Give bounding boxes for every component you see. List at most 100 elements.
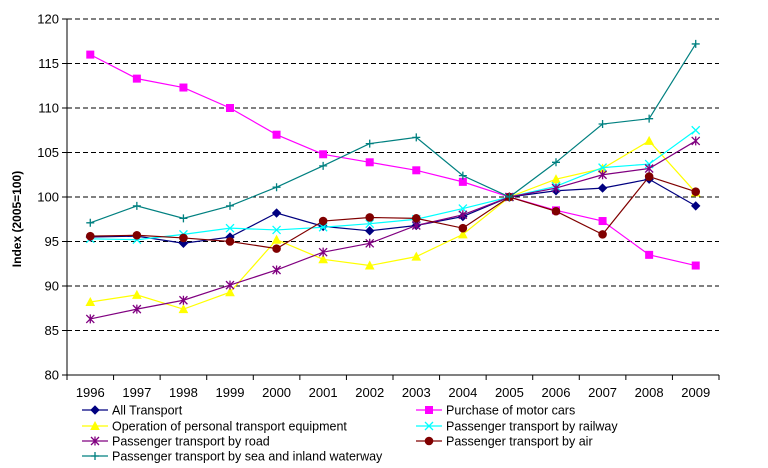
x-tick-label: 2000 [262, 385, 291, 400]
data-point [226, 201, 234, 210]
legend-label: Passenger transport by road [112, 435, 270, 449]
legend-label: Operation of personal transport equipmen… [112, 420, 347, 434]
data-point [178, 304, 189, 314]
y-tick-label: 120 [37, 12, 59, 27]
data-point [318, 254, 328, 264]
legend-marker [90, 405, 100, 415]
y-tick-label: 100 [37, 190, 59, 205]
legend-item: Operation of personal transport equipmen… [82, 420, 347, 434]
x-tick-label: 1998 [169, 385, 198, 400]
x-tick-label: 2005 [495, 385, 524, 400]
legend-marker [425, 406, 433, 414]
data-point [644, 172, 654, 181]
series-6 [86, 39, 700, 227]
data-point [551, 174, 561, 184]
series-5 [85, 172, 701, 253]
legend-item: Passenger transport by road [82, 435, 270, 449]
legend-marker [90, 420, 100, 430]
data-point [318, 247, 328, 257]
data-point [86, 50, 95, 59]
data-point [132, 74, 141, 83]
y-tick-label: 110 [38, 101, 59, 116]
legend-marker [91, 452, 99, 460]
series-1 [86, 50, 700, 270]
data-point [272, 183, 281, 192]
data-point [271, 234, 282, 244]
data-point [552, 158, 560, 167]
series-line [90, 140, 697, 320]
series-line [90, 175, 696, 250]
data-point [645, 114, 654, 123]
data-point [597, 183, 608, 193]
x-tick-label: 2004 [448, 385, 477, 400]
y-tick-label: 85 [45, 323, 59, 338]
y-tick-labels: 80 85 90 95 100 105 110 115 120 [37, 12, 59, 383]
data-point [132, 289, 142, 299]
legend-item: Passenger transport by railway [416, 420, 618, 434]
data-point [691, 39, 700, 48]
data-point [458, 223, 468, 233]
data-point [225, 223, 235, 233]
data-point [691, 136, 701, 146]
x-tick-label: 2001 [309, 385, 338, 400]
data-point [458, 210, 468, 220]
y-tick-label: 105 [37, 145, 59, 160]
legend-item: Passenger transport by sea and inland wa… [82, 450, 383, 464]
series-3 [85, 125, 701, 245]
data-point [411, 251, 422, 261]
data-point [225, 237, 235, 246]
series-line [90, 129, 697, 241]
series-line [90, 178, 697, 244]
data-point [179, 83, 188, 92]
data-point [179, 214, 188, 223]
y-axis-label: Index (2005=100) [10, 171, 24, 267]
x-tick-label: 2008 [635, 385, 664, 400]
data-point [691, 187, 701, 196]
data-point [598, 120, 607, 129]
data-point [364, 260, 375, 270]
legend-label: Passenger transport by railway [446, 420, 618, 434]
x-tick-label: 1996 [76, 385, 105, 400]
legend-label: All Transport [112, 404, 183, 418]
y-tick-label: 115 [38, 56, 59, 71]
data-point [458, 229, 468, 239]
data-point [365, 158, 374, 167]
legend-marker [90, 436, 100, 446]
data-point [412, 166, 421, 175]
series-line [90, 43, 697, 224]
data-point [272, 265, 282, 275]
legend-label: Passenger transport by air [446, 435, 593, 449]
data-point [272, 130, 281, 139]
data-point [85, 296, 96, 307]
data-point [458, 171, 467, 180]
data-point [598, 170, 608, 180]
data-point [271, 208, 282, 218]
data-point [85, 314, 95, 324]
legend-label: Purchase of motor cars [446, 404, 575, 418]
data-point [598, 217, 607, 226]
x-tick-label: 1997 [122, 385, 151, 400]
legend-item: All Transport [82, 404, 183, 418]
data-point [598, 163, 608, 173]
data-point [86, 218, 95, 227]
legend-item: Passenger transport by air [416, 435, 593, 449]
y-tick-label: 95 [45, 234, 59, 249]
data-point [178, 295, 188, 305]
data-point [645, 250, 654, 259]
data-point [132, 201, 141, 210]
data-point [598, 230, 607, 239]
series-group [85, 39, 701, 324]
data-point [505, 193, 514, 201]
data-point [319, 150, 328, 159]
data-point [318, 216, 328, 226]
x-tick-label: 2006 [542, 385, 571, 400]
series-0 [85, 174, 701, 248]
data-point [132, 230, 142, 240]
legend-label: Passenger transport by sea and inland wa… [112, 450, 383, 464]
series-4 [85, 136, 701, 324]
y-tick-label: 80 [45, 368, 59, 383]
data-point [365, 226, 375, 236]
x-tick-label: 2009 [681, 385, 710, 400]
y-tick-label: 90 [45, 279, 59, 294]
